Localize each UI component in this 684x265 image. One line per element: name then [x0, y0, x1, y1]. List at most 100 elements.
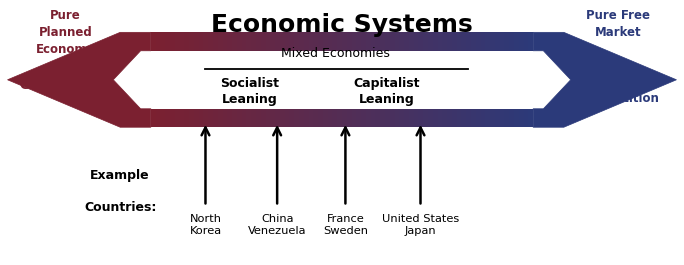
Bar	[447, 109, 452, 127]
Bar	[203, 109, 208, 127]
Bar	[523, 109, 528, 127]
Bar	[486, 32, 490, 51]
Bar	[376, 109, 380, 127]
Text: Socialist
Leaning: Socialist Leaning	[220, 77, 279, 106]
Bar	[294, 109, 299, 127]
Bar	[404, 109, 409, 127]
Bar	[390, 109, 395, 127]
Bar	[241, 32, 246, 51]
Bar	[366, 109, 371, 127]
Bar	[246, 109, 251, 127]
Bar	[189, 32, 194, 51]
Text: Pure
Competition: Pure Competition	[578, 75, 659, 105]
Bar	[347, 109, 352, 127]
Bar	[256, 32, 261, 51]
Bar	[194, 32, 198, 51]
Bar	[500, 32, 505, 51]
Bar	[361, 109, 366, 127]
Polygon shape	[8, 32, 151, 127]
Bar	[251, 109, 256, 127]
Bar	[385, 32, 390, 51]
Bar	[222, 32, 227, 51]
Bar	[409, 32, 414, 51]
Bar	[275, 32, 280, 51]
Bar	[289, 109, 294, 127]
Bar	[213, 32, 218, 51]
Text: Example: Example	[90, 169, 150, 182]
Bar	[170, 109, 174, 127]
Text: Pure Free
Market: Pure Free Market	[586, 8, 650, 39]
Bar	[433, 109, 438, 127]
Bar	[332, 32, 337, 51]
Bar	[227, 32, 232, 51]
Bar	[218, 32, 222, 51]
Bar	[371, 109, 376, 127]
Bar	[390, 32, 395, 51]
Bar	[457, 32, 462, 51]
Text: North
Korea: North Korea	[189, 214, 222, 236]
Bar	[208, 32, 213, 51]
Text: Economic Systems: Economic Systems	[211, 12, 473, 37]
Bar	[490, 32, 495, 51]
Bar	[433, 32, 438, 51]
Bar	[404, 32, 409, 51]
Bar	[500, 109, 505, 127]
Text: China
Venezuela: China Venezuela	[248, 214, 306, 236]
Bar	[208, 109, 213, 127]
Bar	[490, 109, 495, 127]
Bar	[251, 32, 256, 51]
Bar	[174, 109, 179, 127]
Bar	[289, 32, 294, 51]
Bar	[323, 109, 328, 127]
Bar	[523, 32, 528, 51]
Bar	[241, 109, 246, 127]
Bar	[332, 109, 337, 127]
Bar	[166, 109, 170, 127]
Bar	[361, 32, 366, 51]
Bar	[184, 109, 189, 127]
Bar	[457, 109, 462, 127]
Bar	[438, 109, 443, 127]
Bar	[304, 32, 308, 51]
Bar	[414, 32, 419, 51]
Bar	[510, 109, 514, 127]
Bar	[462, 109, 466, 127]
Bar	[198, 32, 203, 51]
Bar	[419, 32, 423, 51]
Bar	[471, 32, 476, 51]
Bar	[265, 32, 270, 51]
Bar	[476, 32, 481, 51]
Bar	[356, 32, 361, 51]
Bar	[495, 32, 500, 51]
Bar	[179, 32, 184, 51]
Bar	[299, 32, 304, 51]
Bar	[428, 109, 433, 127]
Bar	[380, 109, 385, 127]
Bar	[399, 32, 404, 51]
Bar	[304, 109, 308, 127]
Bar	[476, 109, 481, 127]
Text: Mixed Economies: Mixed Economies	[280, 47, 390, 60]
Text: Countries:: Countries:	[84, 201, 157, 214]
Text: Pure
Planned
Economy: Pure Planned Economy	[36, 8, 95, 56]
Bar	[313, 32, 318, 51]
Bar	[342, 32, 347, 51]
Bar	[308, 109, 313, 127]
Bar	[179, 109, 184, 127]
Bar	[285, 32, 289, 51]
Text: Capitalist
Leaning: Capitalist Leaning	[353, 77, 419, 106]
Bar	[352, 32, 356, 51]
Bar	[161, 109, 166, 127]
Text: France
Sweden: France Sweden	[323, 214, 368, 236]
Text: Communism: Communism	[20, 78, 111, 91]
Bar	[419, 109, 423, 127]
Bar	[385, 109, 390, 127]
Bar	[443, 32, 447, 51]
Bar	[466, 109, 471, 127]
Bar	[246, 32, 251, 51]
Bar	[318, 32, 323, 51]
Bar	[528, 32, 533, 51]
Bar	[270, 109, 275, 127]
Bar	[380, 32, 385, 51]
Bar	[443, 109, 447, 127]
